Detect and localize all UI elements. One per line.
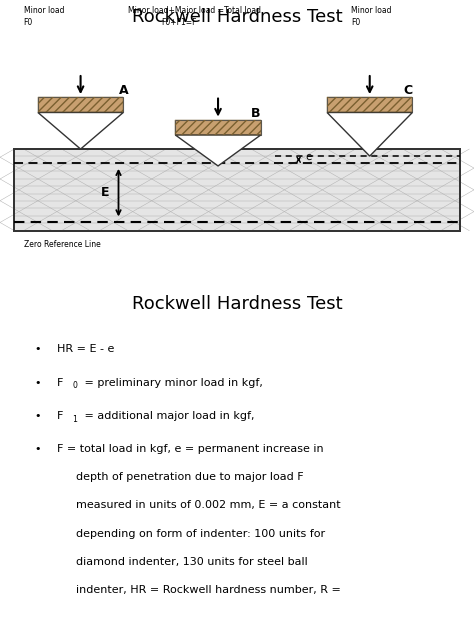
Text: •: • xyxy=(35,411,41,421)
Text: F: F xyxy=(57,411,63,421)
Polygon shape xyxy=(38,112,123,149)
Text: 1: 1 xyxy=(73,415,78,423)
Text: 0: 0 xyxy=(73,381,77,390)
Text: Rockwell Hardness Test: Rockwell Hardness Test xyxy=(132,295,342,313)
Text: Minor load: Minor load xyxy=(351,6,391,15)
Text: F0: F0 xyxy=(24,18,33,27)
Text: HR = E - e: HR = E - e xyxy=(57,344,114,355)
Text: indenter, HR = Rockwell hardness number, R =: indenter, HR = Rockwell hardness number,… xyxy=(76,585,341,595)
Polygon shape xyxy=(175,119,261,135)
Text: A: A xyxy=(118,84,128,97)
Text: B: B xyxy=(251,107,261,119)
Text: •: • xyxy=(35,444,41,454)
Text: e: e xyxy=(306,152,312,162)
Text: diamond indenter, 130 units for steel ball: diamond indenter, 130 units for steel ba… xyxy=(76,557,308,566)
Text: Rockwell Hardness Test: Rockwell Hardness Test xyxy=(132,8,342,27)
Text: F = total load in kgf, e = permanent increase in: F = total load in kgf, e = permanent inc… xyxy=(57,444,323,454)
Polygon shape xyxy=(327,97,412,112)
Text: = preliminary minor load in kgf,: = preliminary minor load in kgf, xyxy=(81,378,263,387)
Text: E: E xyxy=(100,186,109,199)
Text: measured in units of 0.002 mm, E = a constant: measured in units of 0.002 mm, E = a con… xyxy=(76,501,340,511)
Text: C: C xyxy=(403,84,412,97)
Polygon shape xyxy=(327,112,412,156)
Text: •: • xyxy=(35,378,41,387)
Text: depth of penetration due to major load F: depth of penetration due to major load F xyxy=(76,472,303,482)
Text: F0+F1=F: F0+F1=F xyxy=(161,18,197,27)
Text: Zero Reference Line: Zero Reference Line xyxy=(24,240,100,250)
Text: F0: F0 xyxy=(351,18,360,27)
Text: •: • xyxy=(35,344,41,355)
Text: depending on form of indenter: 100 units for: depending on form of indenter: 100 units… xyxy=(76,528,325,538)
Text: = additional major load in kgf,: = additional major load in kgf, xyxy=(81,411,254,421)
Text: Minor load: Minor load xyxy=(24,6,64,15)
Text: Minor load+Major load =Total load: Minor load+Major load =Total load xyxy=(128,6,261,15)
Polygon shape xyxy=(38,97,123,112)
Polygon shape xyxy=(175,135,261,166)
Text: F: F xyxy=(57,378,63,387)
Polygon shape xyxy=(14,149,460,231)
